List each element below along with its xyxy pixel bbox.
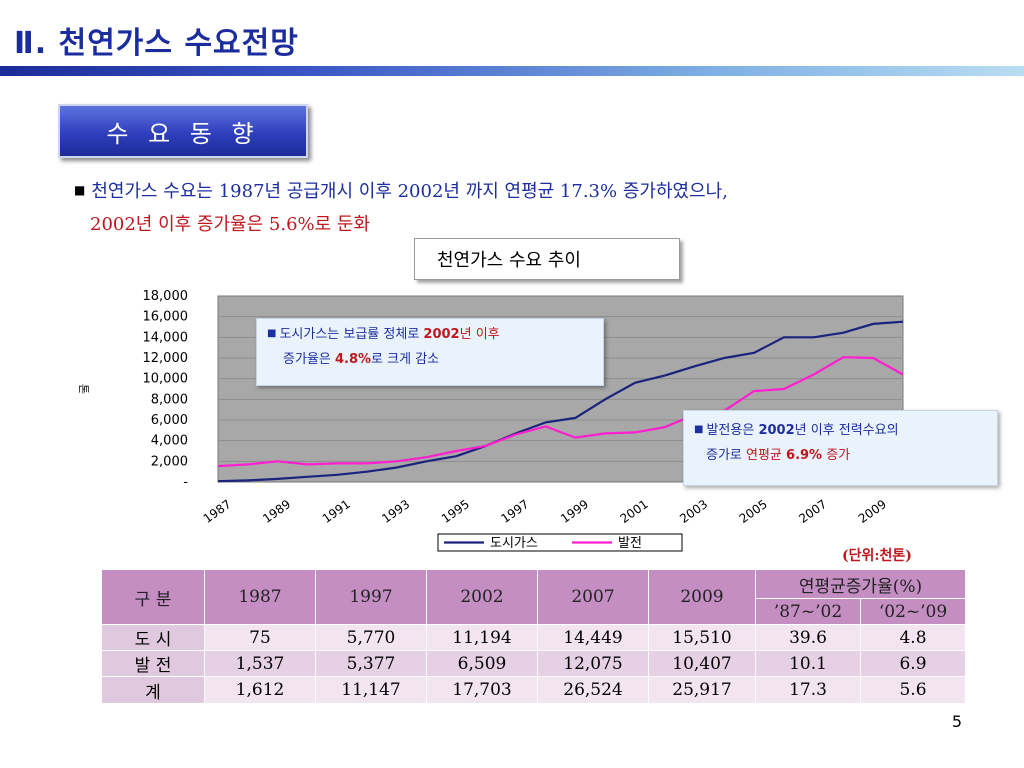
table-row: 계 1,612 11,147 17,703 26,524 25,917 17.3… [101, 676, 967, 704]
table-cell: 14,449 [537, 624, 649, 651]
table-header-growth: 연평균증가율(%) [754, 569, 967, 599]
table-cell: 5.6 [859, 676, 967, 704]
table-cell: 26,524 [537, 676, 649, 704]
table-cell: 6.9 [859, 650, 967, 677]
table-cell: 1,537 [204, 650, 316, 677]
x-tick-label: 1989 [260, 497, 293, 526]
y-tick-label: 8,000 [151, 392, 188, 407]
x-tick-label: 1995 [439, 497, 472, 526]
table-cell: 5,770 [315, 624, 427, 651]
table-cell: 6,509 [426, 650, 538, 677]
table-cell: 39.6 [755, 624, 861, 651]
y-tick-label: 6,000 [151, 413, 188, 428]
unit-note: (단위:천톤) [842, 548, 912, 564]
table-header-year: 2002 [426, 569, 538, 625]
y-tick-label: 4,000 [151, 434, 188, 449]
bullet-square-icon: ■ [74, 183, 86, 197]
table-header-year: 2009 [648, 569, 756, 625]
table-cell: 17.3 [755, 676, 861, 704]
chart-title: 천연가스 수요 추이 [414, 238, 680, 280]
legend-box [437, 533, 683, 552]
x-tick-label: 1993 [379, 497, 412, 526]
slide-title: Ⅱ. 천연가스 수요전망 [14, 26, 299, 61]
table-cell: 25,917 [648, 676, 756, 704]
table-cell: 75 [204, 624, 316, 651]
series-line-도시가스 [217, 320, 904, 483]
row-label: 계 [101, 676, 205, 704]
demand-table: 구 분 1987 1997 2002 2007 2009 연평균증가율(%) ’… [101, 569, 967, 704]
summary-bullet: ■ 천연가스 수요는 1987년 공급개시 이후 2002년 까지 연평균 17.… [74, 174, 954, 241]
legend-label: 도시가스 [490, 536, 538, 551]
legend-label: 발전 [618, 536, 642, 551]
callout-bullet-icon: ■ [694, 424, 704, 435]
table-header-label: 구 분 [101, 569, 205, 625]
table-cell: 11,147 [315, 676, 427, 704]
x-tick-label: 2009 [856, 497, 889, 526]
title-underline-bar [0, 66, 1024, 76]
table-cell: 15,510 [648, 624, 756, 651]
y-tick-label: 14,000 [143, 330, 189, 345]
x-tick-label: 2005 [737, 497, 770, 526]
page-number: 5 [951, 712, 962, 731]
row-label: 발 전 [101, 650, 205, 677]
table-row: 발 전 1,537 5,377 6,509 12,075 10,407 10.1… [101, 650, 967, 677]
y-tick-label: 12,000 [143, 351, 189, 366]
x-tick-label: 1987 [201, 497, 234, 526]
y-tick-label: 10,000 [143, 372, 189, 387]
table-cell: 10,407 [648, 650, 756, 677]
bullet-line-1: ■ 천연가스 수요는 1987년 공급개시 이후 2002년 까지 연평균 17.… [74, 181, 728, 202]
table-header-period: ’87~’02 [755, 598, 861, 625]
city-gas-callout: ■ 도시가스는 보급률 정체로 2002년 이후 증가율은 4.8%로 크게 감소 [256, 318, 604, 386]
y-tick-label: 16,000 [143, 310, 189, 325]
table-header-period: ‘02~’09 [859, 598, 967, 625]
table-cell: 12,075 [537, 650, 649, 677]
x-tick-label: 2007 [796, 497, 829, 526]
y-tick-label: 2,000 [151, 454, 188, 469]
table-header-year: 1987 [204, 569, 316, 625]
table-cell: 5,377 [315, 650, 427, 677]
y-axis-label: 톤 [77, 384, 90, 394]
x-tick-label: 1999 [558, 497, 591, 526]
table-cell: 1,612 [204, 676, 316, 704]
table-cell: 10.1 [755, 650, 861, 677]
series-line-발전 [217, 356, 904, 468]
table-cell: 4.8 [859, 624, 967, 651]
y-tick-label: - [183, 475, 188, 490]
y-tick-label: 18,000 [143, 289, 189, 304]
table-header-year: 2007 [537, 569, 649, 625]
section-heading-button: 수 요 동 향 [58, 104, 308, 158]
row-label: 도 시 [101, 624, 205, 651]
x-tick-label: 2001 [618, 497, 651, 526]
callout-bullet-icon: ■ [267, 328, 277, 339]
x-tick-label: 1991 [320, 497, 353, 526]
bullet-line-2: 2002년 이후 증가율은 5.6%로 둔화 [90, 214, 371, 235]
table-row: 도 시 75 5,770 11,194 14,449 15,510 39.6 4… [101, 624, 967, 651]
table-cell: 17,703 [426, 676, 538, 704]
power-callout: ■ 발전용은 2002년 이후 전력수요의 증가로 연평균 6.9% 증가 [683, 410, 998, 486]
table-header-year: 1997 [315, 569, 427, 625]
x-tick-label: 1997 [498, 497, 531, 526]
table-cell: 11,194 [426, 624, 538, 651]
x-tick-label: 2003 [677, 497, 710, 526]
